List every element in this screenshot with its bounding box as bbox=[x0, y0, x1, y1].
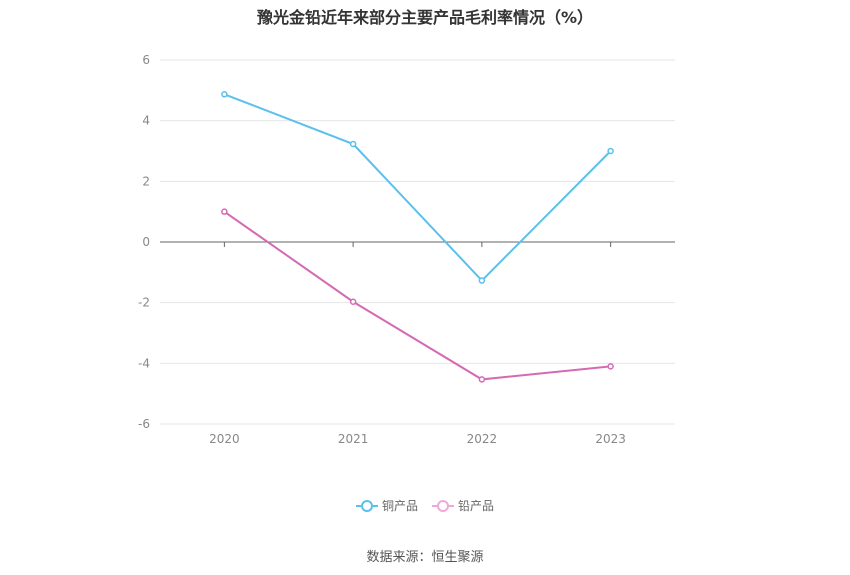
y-tick-label: 4 bbox=[142, 114, 150, 128]
data-point[interactable] bbox=[349, 140, 357, 148]
series-line-0 bbox=[224, 93, 612, 282]
series-line-1 bbox=[223, 210, 611, 381]
legend-swatch-copper-icon bbox=[355, 499, 378, 512]
line-chart: 6 4 2 0 -2 -4 -6 2020 2021 2022 2023 bbox=[138, 53, 675, 446]
data-point[interactable] bbox=[221, 91, 228, 98]
y-tick-label: -4 bbox=[138, 356, 150, 370]
data-point[interactable] bbox=[221, 208, 228, 215]
data-point[interactable] bbox=[478, 376, 486, 383]
y-tick-label: -2 bbox=[138, 296, 150, 310]
data-source-note: 数据来源：恒生聚源 bbox=[366, 550, 484, 565]
x-tick-label: 2023 bbox=[595, 432, 626, 446]
legend-item-lead[interactable]: 铅产品 bbox=[432, 497, 494, 514]
legend-item-copper[interactable]: 铜产品 bbox=[355, 497, 418, 514]
y-tick-label: -6 bbox=[138, 417, 150, 431]
series-layer bbox=[221, 91, 614, 383]
data-point[interactable] bbox=[349, 298, 357, 306]
y-tick-label: 0 bbox=[142, 235, 150, 249]
legend: 铜产品 铅产品 bbox=[0, 497, 850, 514]
legend-label-lead: 铅产品 bbox=[458, 499, 495, 513]
x-tick-label: 2020 bbox=[209, 432, 240, 446]
tick-labels: 6 4 2 0 -2 -4 -6 2020 2021 2022 2023 bbox=[138, 53, 626, 446]
legend-swatch-lead-icon bbox=[432, 499, 454, 512]
x-tick-label: 2022 bbox=[467, 432, 498, 446]
x-tick-label: 2021 bbox=[338, 432, 369, 446]
data-point[interactable] bbox=[607, 363, 614, 370]
y-tick-label: 6 bbox=[142, 53, 150, 67]
axes bbox=[160, 241, 675, 247]
y-tick-label: 2 bbox=[142, 174, 150, 188]
data-point[interactable] bbox=[607, 147, 614, 155]
data-point[interactable] bbox=[478, 277, 486, 284]
legend-label-copper: 铜产品 bbox=[381, 499, 418, 513]
chart-title: 豫光金铅近年来部分主要产品毛利率情况（%） bbox=[256, 8, 594, 27]
grid-lines bbox=[160, 59, 675, 425]
